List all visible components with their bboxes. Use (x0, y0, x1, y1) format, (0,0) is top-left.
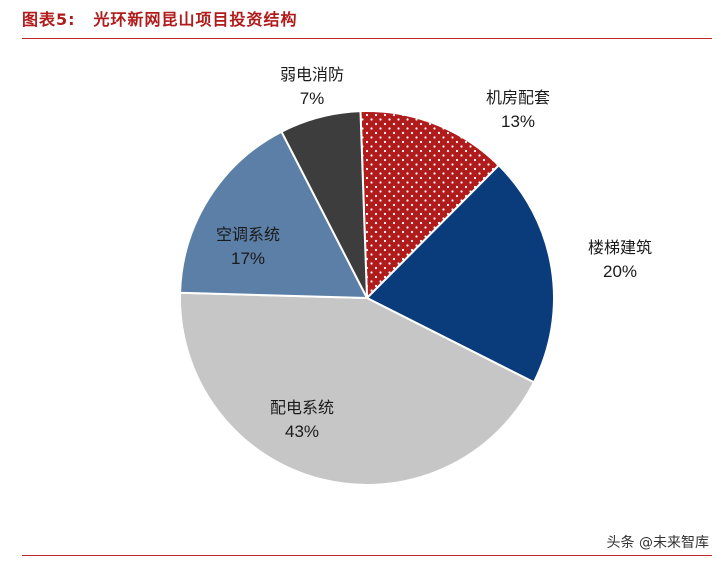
slice-percent-label: 7% (300, 89, 325, 108)
slice-label: 空调系统 (216, 225, 280, 244)
slice-percent-label: 17% (231, 249, 265, 268)
top-divider (22, 38, 712, 39)
watermark: 头条 @未来智库 (606, 535, 709, 551)
slice-label: 机房配套 (486, 88, 550, 107)
slice-label: 配电系统 (270, 398, 334, 417)
chart-title: 图表5: 光环新网昆山项目投资结构 (22, 6, 298, 30)
slice-percent-label: 20% (603, 262, 637, 281)
bottom-divider (22, 555, 712, 556)
slice-label: 楼梯建筑 (588, 238, 652, 257)
figure-title: 光环新网昆山项目投资结构 (93, 10, 298, 29)
slice-percent-label: 43% (285, 422, 319, 441)
slice-label: 弱电消防 (280, 65, 344, 84)
pie-slice (365, 163, 555, 384)
pie-slice (280, 110, 368, 299)
figure-label: 图表5: (22, 10, 76, 29)
pie-slice (179, 130, 369, 300)
slice-percent-label: 13% (501, 112, 535, 131)
pie-slice (179, 291, 536, 486)
pie-slice (359, 110, 501, 301)
